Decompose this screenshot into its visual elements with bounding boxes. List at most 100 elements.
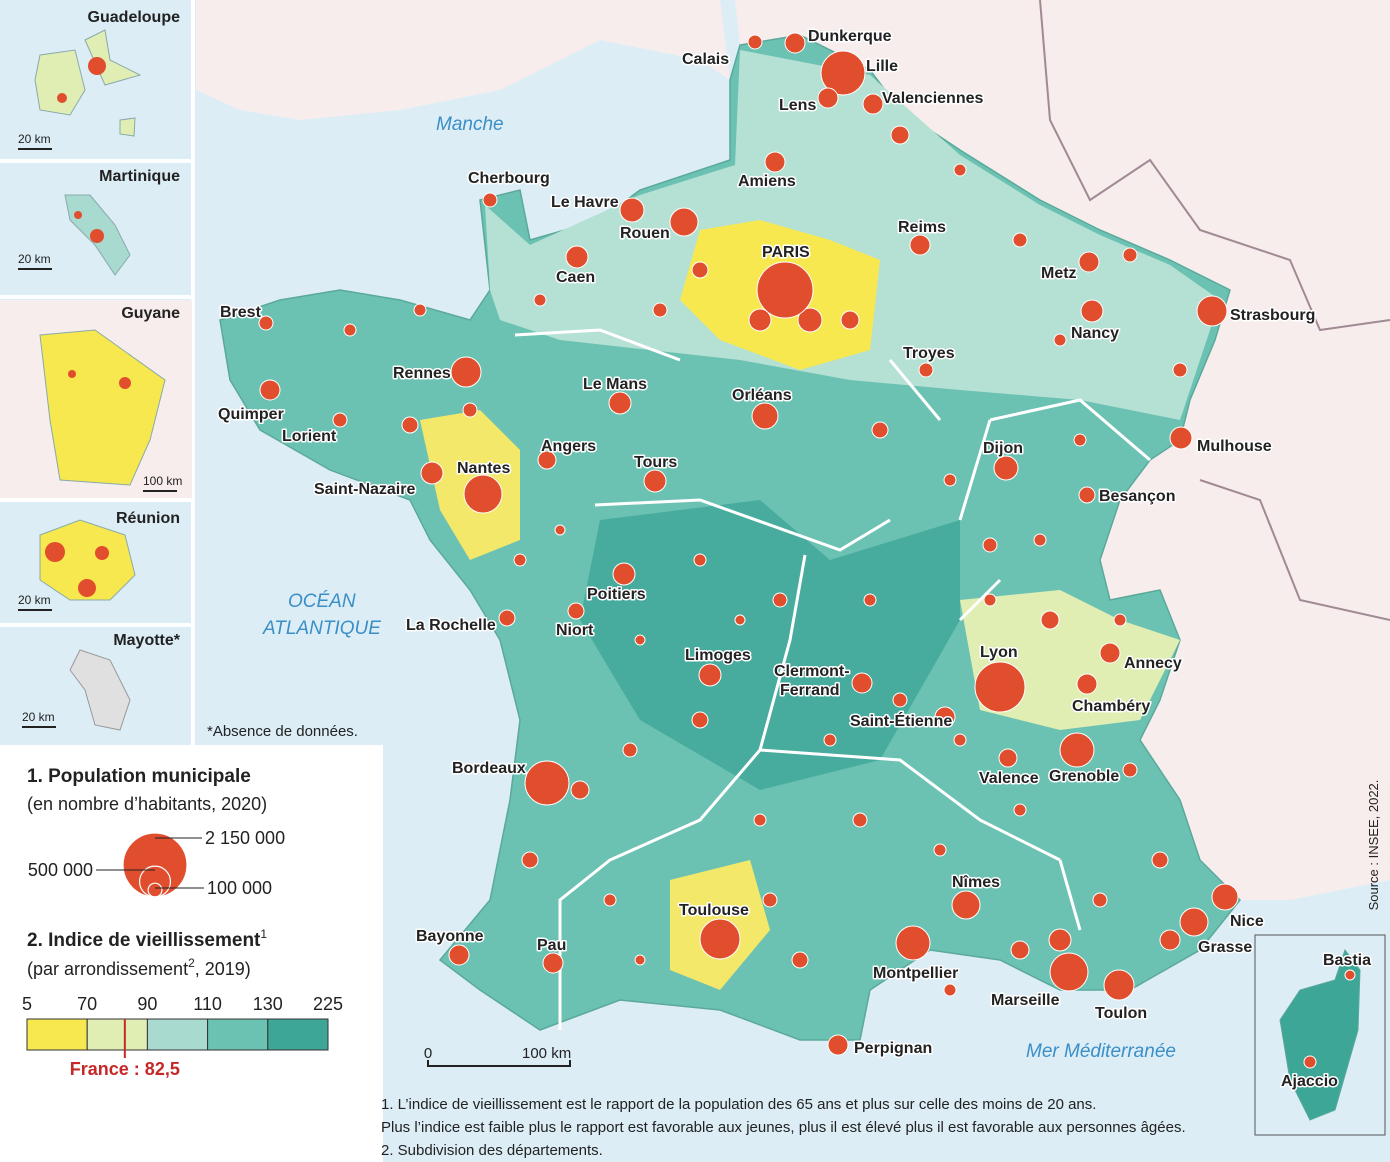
city-label-line: Ferrand [780, 682, 840, 699]
city-dot [533, 293, 547, 307]
city-label: Saint-Étienne [850, 711, 952, 730]
city-dots [258, 32, 1356, 1069]
city-dot [258, 315, 274, 331]
city-dot [823, 733, 837, 747]
city-label: Angers [541, 438, 596, 455]
city-label: Clermont- Ferrand [774, 663, 850, 699]
city-dot [797, 307, 823, 333]
aging-tick-label: 70 [77, 994, 97, 1014]
inset-name: Martinique [99, 168, 180, 185]
city-dot [951, 890, 981, 920]
city-label: Grenoble [1049, 768, 1119, 785]
legend-subtitle: (par arrondissement2, 2019) [27, 956, 251, 979]
city-label: Valenciennes [882, 90, 983, 107]
city-dot [570, 780, 590, 800]
city-dot [669, 207, 699, 237]
legend-box [0, 745, 383, 1162]
city-dot [1049, 952, 1089, 992]
city-dot [463, 474, 503, 514]
city-dot [1099, 642, 1121, 664]
inset-separators [0, 159, 192, 627]
city-dot [974, 661, 1026, 713]
city-label: Orléans [732, 387, 792, 404]
scale-start: 0 [424, 1045, 432, 1062]
borders [1039, 0, 1390, 621]
aging-tick-label: 5 [22, 994, 32, 1014]
footnote: Plus l’indice est faible plus le rapport… [381, 1119, 1186, 1136]
city-dot [1012, 232, 1028, 248]
scale-bar [427, 1060, 571, 1067]
size-label: 2 150 000 [205, 828, 285, 848]
city-dot [1122, 247, 1138, 263]
city-label: Limoges [685, 647, 751, 664]
city-dot [791, 951, 809, 969]
city-label: PARIS [762, 244, 810, 261]
source: Source : INSEE, 2022. [1366, 780, 1381, 911]
city-dot [1122, 762, 1138, 778]
city-dot [863, 593, 877, 607]
city-dot [1196, 295, 1228, 327]
north-area [485, 50, 1220, 420]
aging-tick-label: 110 [193, 994, 222, 1014]
city-dot [619, 197, 645, 223]
city-dot [953, 733, 967, 747]
city-dot [1211, 883, 1239, 911]
city-dot [934, 706, 956, 728]
city-label: Lens [779, 97, 816, 114]
aging-tick-label: 90 [137, 994, 157, 1014]
city-label: Reims [898, 219, 946, 236]
city-dot [691, 261, 709, 279]
guyane-shape [39, 329, 166, 486]
city-dot [643, 469, 667, 493]
city-label: Saint-Nazaire [314, 481, 415, 498]
legend-subtitle: (en nombre d’habitants, 2020) [27, 794, 267, 814]
france-label: France : 82,5 [70, 1059, 180, 1079]
city-dot [1040, 610, 1060, 630]
city-dot [909, 234, 931, 256]
city-dot [953, 163, 967, 177]
city-dot [567, 602, 585, 620]
city-dot [764, 151, 786, 173]
reunion-shape [39, 519, 136, 601]
city-label: Mulhouse [1197, 438, 1272, 455]
city-dot [1010, 940, 1030, 960]
city-label: Marseille [991, 992, 1060, 1009]
city-dot [753, 813, 767, 827]
city-dot [892, 692, 908, 708]
city-dot [1151, 851, 1169, 869]
city-dot [1013, 803, 1027, 817]
city-label: Troyes [903, 345, 955, 362]
aging-bin [267, 1018, 329, 1051]
city-label: Grasse [1198, 939, 1252, 956]
city-dot [699, 918, 741, 960]
city-dot [840, 310, 860, 330]
city-label: Tours [634, 454, 677, 471]
city-label: Amiens [738, 173, 796, 190]
city-label: Valence [979, 770, 1039, 787]
city-label: Nice [1230, 913, 1264, 930]
city-dot [827, 1034, 849, 1056]
city-dot [1103, 969, 1135, 1001]
city-label: Nancy [1071, 325, 1119, 342]
city-dot [933, 843, 947, 857]
footnote: 1. L’indice de vieillissement est le rap… [381, 1096, 1096, 1113]
city-dot [413, 303, 427, 317]
inset-scale: 100 km [143, 474, 182, 488]
city-label: Quimper [218, 406, 284, 423]
city-dot [608, 391, 632, 415]
city-dot [918, 362, 934, 378]
city-dot [693, 553, 707, 567]
aging-tick-label: 130 [253, 994, 283, 1014]
sea-label: Mer Méditerranée [1026, 1041, 1176, 1062]
city-dot [1078, 486, 1096, 504]
city-dot [537, 450, 557, 470]
city-dot [498, 609, 516, 627]
city-label: Nantes [457, 460, 510, 477]
city-dot [401, 416, 419, 434]
inset-scale: 20 km [18, 593, 51, 607]
inset-name: Guyane [121, 305, 180, 322]
city-dot [1303, 1055, 1317, 1069]
city-dot [943, 473, 957, 487]
city-dot [762, 892, 778, 908]
size-circle [122, 832, 188, 898]
